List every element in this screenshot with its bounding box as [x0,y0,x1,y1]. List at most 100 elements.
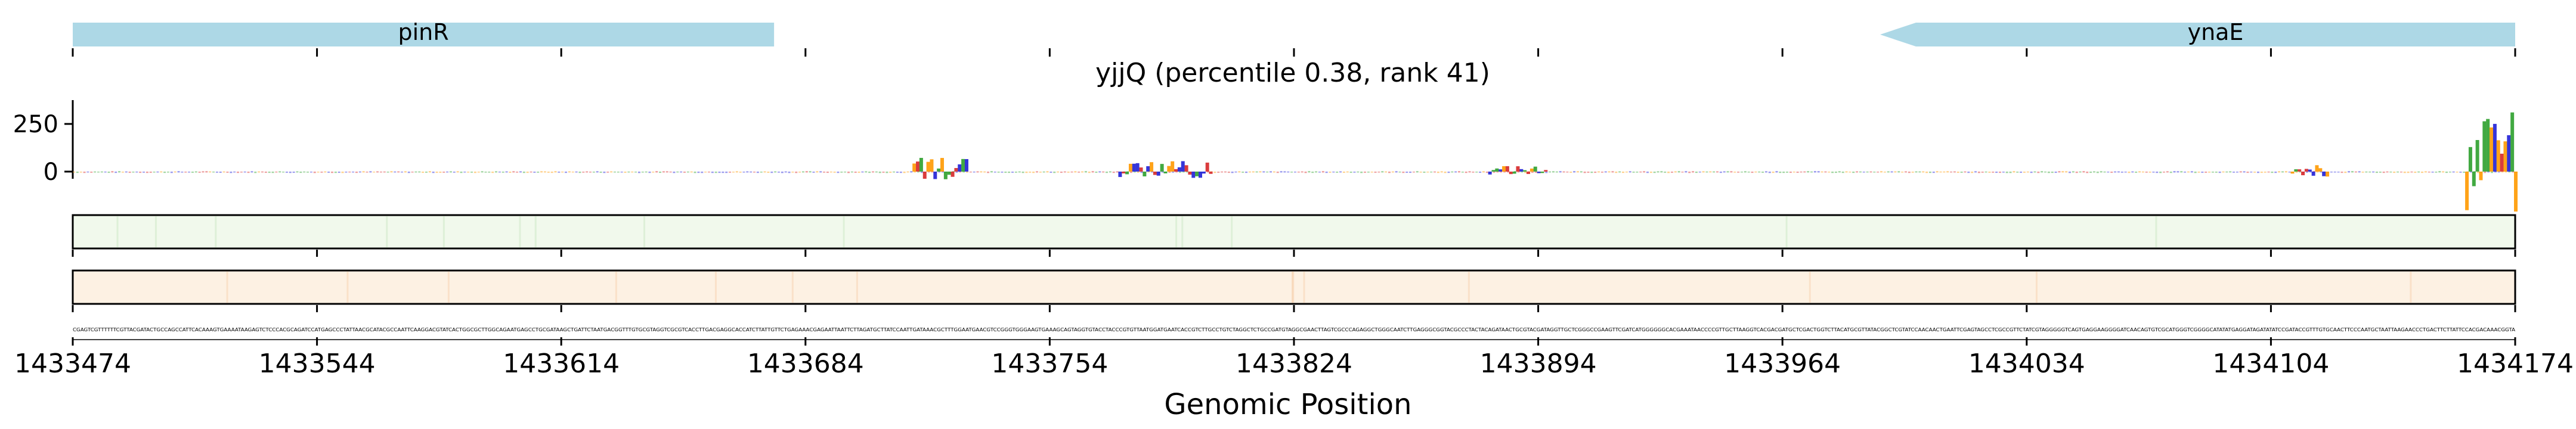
signal-peak-bar [1491,170,1496,172]
signal-bar [1792,171,1795,173]
signal-peak-bar [2500,153,2504,172]
signal-bar [1887,171,1890,173]
heat-track-2-stripe [226,272,228,303]
signal-bar [261,171,264,173]
signal-bar [2128,172,2131,173]
signal-bar [2169,172,2172,173]
signal-bar [589,172,592,173]
signal-bar [1747,172,1750,173]
signal-bar [2103,171,2106,173]
x-tick-label: 1433544 [259,349,376,379]
signal-bar [2092,171,2095,173]
signal-bar [2459,172,2462,173]
signal-bar [1932,172,1935,173]
signal-bar [777,172,780,173]
signal-bar [1147,171,1150,173]
heat-track-1-stripe [116,216,119,247]
signal-bar [1468,171,1471,173]
signal-bar [2491,172,2494,173]
heat-track-1-stripe [1181,216,1184,247]
signal-bar [980,171,983,173]
signal-peak-bar [1488,172,1492,175]
signal-bar [498,171,501,173]
signal-bar [2435,172,2438,173]
signal-peak-bar [1122,172,1126,174]
signal-peak-bar [1530,168,1534,172]
signal-bar [2407,172,2410,173]
signal-bar [1496,172,1499,173]
signal-bar [145,172,148,173]
signal-bar [1349,172,1352,173]
signal-peak-bar [1533,166,1537,172]
signal-bar [198,172,201,173]
signal-bar [1901,172,1904,173]
signal-bar [634,172,637,173]
signal-bar [296,171,299,173]
signal-peak-bar [1523,170,1527,172]
signal-bar [1409,172,1412,173]
signal-bar [1632,172,1635,173]
signal-peak-bar [2308,169,2312,172]
signal-bar [1018,171,1021,173]
signal-bar [1419,172,1422,173]
signal-bar [153,172,156,173]
signal-peak-bar [1153,172,1157,175]
heat-track-2-stripe [346,272,349,303]
signal-bar [83,172,86,173]
signal-bar [2030,172,2033,173]
signal-bar [1521,171,1524,173]
signal-bar [243,171,246,173]
signal-bar [2131,171,2134,173]
signal-peak-bar [1495,168,1499,172]
signal-peak-bar [1143,172,1147,177]
signal-bar [530,171,532,173]
signal-peak-bar [1209,172,1213,174]
signal-peak-bar [2315,165,2319,172]
signal-bar [338,172,340,173]
signal-bar [1395,171,1398,173]
signal-bar [917,171,920,173]
signal-bar [264,172,267,173]
signal-bar [1761,172,1764,173]
sequence-track: CGAGTCGTTTTTTCGTTACGATACTGCCAGCCATTCACAA… [73,327,2516,332]
signal-bar [2365,171,2368,173]
signal-bar [1713,171,1716,173]
signal-bar [1649,172,1652,173]
signal-track: 250 0 [13,100,2518,212]
signal-bar [1740,171,1743,173]
signal-bar [2058,171,2061,173]
signal-bar [788,172,791,173]
signal-bar [2504,171,2507,173]
signal-bar [1685,171,1688,173]
signal-peak-bar [950,172,955,177]
signal-bar [801,171,804,173]
signal-bar [1733,172,1736,173]
signal-bar [1116,171,1119,173]
signal-bar [2267,171,2270,173]
signal-bar [2176,171,2179,173]
signal-bar [324,171,327,173]
signal-bar [1866,171,1869,173]
signal-bar [2239,171,2242,173]
heat-track-1-stripe [154,216,157,247]
signal-bar [1151,171,1154,173]
signal-bar [665,171,668,173]
heat-track-2-stripe [791,272,794,303]
signal-bar [1674,171,1677,173]
signal-bar [2054,172,2057,173]
signal-bar [1084,171,1087,173]
signal-bar [781,172,784,173]
signal-bar [2065,171,2068,173]
signal-bar [641,172,644,173]
signal-bar [582,172,585,173]
heat-track-1-stripe [1231,216,1233,247]
signal-bar [603,172,606,173]
signal-bar [1078,172,1080,173]
signal-bar [341,172,344,173]
signal-bar [240,172,243,173]
signal-bar [2442,171,2445,173]
signal-peak-bar [2472,172,2476,186]
signal-bar [1709,171,1712,173]
signal-bar [90,172,93,173]
signal-bar [2197,172,2200,173]
